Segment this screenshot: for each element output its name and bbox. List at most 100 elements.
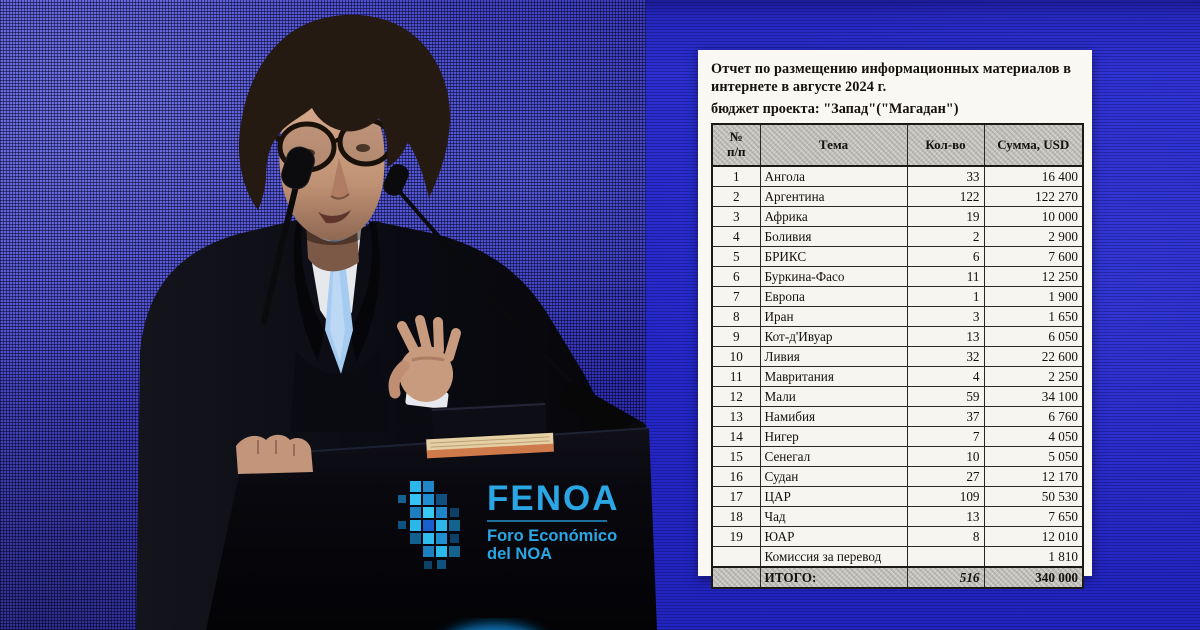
row-number: 1 bbox=[711, 165, 761, 187]
report-title-line2: интернете в августе 2024 г. bbox=[711, 79, 887, 95]
row-topic: ЮАР bbox=[759, 526, 908, 547]
speaker-hair bbox=[238, 14, 451, 211]
row-count: 19 bbox=[906, 206, 985, 227]
row-sum: 22 600 bbox=[983, 346, 1084, 367]
row-number: 12 bbox=[711, 386, 761, 407]
row-count: 32 bbox=[906, 346, 985, 367]
row-sum: 1 650 bbox=[983, 306, 1084, 327]
row-number: 11 bbox=[711, 366, 761, 387]
podium-glow bbox=[459, 624, 529, 630]
row-number: 3 bbox=[711, 206, 761, 227]
row-topic: Мали bbox=[759, 386, 908, 407]
row-count: 11 bbox=[906, 266, 985, 287]
report-row: 6 Буркина-Фасо 11 12 250 bbox=[711, 266, 1084, 287]
row-count: 109 bbox=[906, 486, 985, 507]
row-topic: БРИКС bbox=[759, 246, 908, 267]
row-count: 8 bbox=[906, 526, 985, 547]
row-topic: Нигер bbox=[759, 426, 908, 447]
row-count: 1 bbox=[906, 286, 985, 307]
report-row: 8 Иран 3 1 650 bbox=[711, 306, 1084, 327]
report-row: 16 Судан 27 12 170 bbox=[711, 466, 1084, 487]
row-sum: 122 270 bbox=[983, 186, 1084, 207]
speaker-left-hand bbox=[236, 434, 313, 474]
report-row: ИТОГО: 516 340 000 bbox=[711, 566, 1084, 589]
row-topic: Буркина-Фасо bbox=[759, 266, 908, 287]
row-sum: 2 250 bbox=[983, 366, 1084, 387]
report-row: 9 Кот-д'Ивуар 13 6 050 bbox=[711, 326, 1084, 347]
report-row: 7 Европа 1 1 900 bbox=[711, 286, 1084, 307]
row-topic: Комиссия за перевод bbox=[759, 546, 908, 568]
row-number: 15 bbox=[711, 446, 761, 467]
header-num: № п/п bbox=[711, 123, 761, 167]
row-number: 19 bbox=[711, 526, 761, 547]
row-sum: 4 050 bbox=[983, 426, 1084, 447]
report-row: 15 Сенегал 10 5 050 bbox=[711, 446, 1084, 467]
report-row: 13 Намибия 37 6 760 bbox=[711, 406, 1084, 427]
row-number: 9 bbox=[711, 326, 761, 347]
row-sum: 16 400 bbox=[983, 165, 1084, 187]
row-number: 8 bbox=[711, 306, 761, 327]
total-sum: 340 000 bbox=[983, 566, 1084, 589]
fenoa-rule bbox=[487, 520, 607, 522]
row-sum: 34 100 bbox=[983, 386, 1084, 407]
row-number: 6 bbox=[711, 266, 761, 287]
row-topic: Мавритания bbox=[759, 366, 908, 387]
microphone-icon bbox=[261, 146, 315, 325]
report-table: № п/п Тема Кол-во Сумма, USD 1 Ангола 33 16… bbox=[711, 123, 1084, 589]
report-row: 14 Нигер 7 4 050 bbox=[711, 426, 1084, 447]
row-number: 13 bbox=[711, 406, 761, 427]
row-number: 14 bbox=[711, 426, 761, 447]
header-num-line2: п/п bbox=[726, 144, 746, 159]
report-title-line1: Отчет по размещению информационных матер… bbox=[711, 61, 1072, 77]
report-row: 4 Боливия 2 2 900 bbox=[711, 226, 1084, 247]
fenoa-subtitle-line2: del NOA bbox=[487, 545, 553, 564]
row-count: 6 bbox=[906, 246, 985, 267]
row-sum: 50 530 bbox=[983, 486, 1084, 507]
row-sum: 10 000 bbox=[983, 206, 1084, 227]
microphone-icon-2 bbox=[383, 164, 647, 446]
row-sum: 12 010 bbox=[983, 526, 1084, 547]
row-sum: 6 760 bbox=[983, 406, 1084, 427]
row-topic: Ангола bbox=[759, 165, 908, 187]
header-topic: Тема bbox=[759, 123, 908, 167]
row-topic: Чад bbox=[759, 506, 908, 527]
row-number: 17 bbox=[711, 486, 761, 507]
row-sum: 7 600 bbox=[983, 246, 1084, 267]
row-topic: Намибия bbox=[759, 406, 908, 427]
row-topic: Судан bbox=[759, 466, 908, 487]
row-count: 7 bbox=[906, 426, 985, 447]
row-topic: Кот-д'Ивуар bbox=[759, 326, 908, 347]
row-sum: 1 810 bbox=[983, 546, 1084, 568]
report-row: 3 Африка 19 10 000 bbox=[711, 206, 1084, 227]
report-table-header-row: № п/п Тема Кол-во Сумма, USD bbox=[711, 123, 1084, 167]
report-row: 18 Чад 13 7 650 bbox=[711, 506, 1084, 527]
row-sum: 12 250 bbox=[983, 266, 1084, 287]
row-sum: 1 900 bbox=[983, 286, 1084, 307]
row-number: 4 bbox=[711, 226, 761, 247]
row-count: 33 bbox=[906, 165, 985, 187]
total-count: 516 bbox=[906, 566, 985, 589]
row-count: 37 bbox=[906, 406, 985, 427]
row-count bbox=[906, 546, 985, 568]
row-count: 27 bbox=[906, 466, 985, 487]
report-row: 11 Мавритания 4 2 250 bbox=[711, 366, 1084, 387]
report-row: 10 Ливия 32 22 600 bbox=[711, 346, 1084, 367]
row-count: 2 bbox=[906, 226, 985, 247]
report-row: 17 ЦАР 109 50 530 bbox=[711, 486, 1084, 507]
row-topic: Ливия bbox=[759, 346, 908, 367]
row-sum: 7 650 bbox=[983, 506, 1084, 527]
row-count: 13 bbox=[906, 506, 985, 527]
row-number: 7 bbox=[711, 286, 761, 307]
row-topic: ЦАР bbox=[759, 486, 908, 507]
fenoa-logo: FENOA Foro Económico del NOA bbox=[397, 481, 620, 573]
row-topic: Иран bbox=[759, 306, 908, 327]
header-sum: Сумма, USD bbox=[983, 123, 1084, 167]
fenoa-subtitle-line1: Foro Económico bbox=[487, 527, 618, 545]
total-label: ИТОГО: bbox=[759, 566, 908, 589]
row-topic: Европа bbox=[759, 286, 908, 307]
row-sum: 6 050 bbox=[983, 326, 1084, 347]
row-count: 59 bbox=[906, 386, 985, 407]
row-sum: 2 900 bbox=[983, 226, 1084, 247]
